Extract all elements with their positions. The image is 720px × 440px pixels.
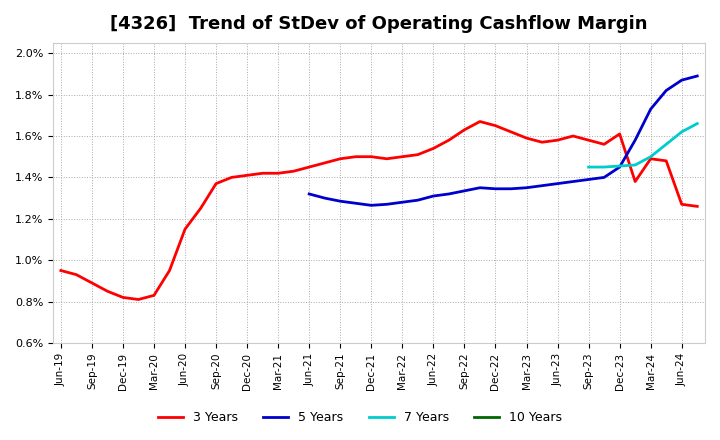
5 Years [662,88,670,93]
7 Years [616,163,624,169]
7 Years [678,129,686,135]
3 Years [693,204,701,209]
5 Years [367,203,376,208]
5 Years [569,179,577,184]
3 Years [631,179,639,184]
3 Years [274,171,282,176]
5 Years [678,77,686,83]
Legend: 3 Years, 5 Years, 7 Years, 10 Years: 3 Years, 5 Years, 7 Years, 10 Years [153,407,567,429]
3 Years [616,131,624,136]
3 Years [212,181,220,186]
3 Years [678,202,686,207]
5 Years [320,195,329,201]
3 Years [522,136,531,141]
5 Years [647,106,655,112]
5 Years [413,198,422,203]
7 Years [600,165,608,170]
3 Years [647,156,655,161]
3 Years [491,123,500,128]
3 Years [103,289,112,294]
5 Years [336,198,345,204]
3 Years [429,146,438,151]
5 Years [429,194,438,199]
3 Years [119,295,127,300]
5 Years [507,186,516,191]
3 Years [336,156,345,161]
5 Years [616,165,624,170]
3 Years [243,172,251,178]
7 Years [631,162,639,168]
3 Years [197,206,205,211]
7 Years [693,121,701,126]
3 Years [398,154,407,159]
5 Years [584,177,593,182]
3 Years [320,160,329,165]
5 Years [538,183,546,188]
Line: 3 Years: 3 Years [61,121,697,300]
3 Years [460,127,469,132]
3 Years [258,171,267,176]
3 Years [289,169,298,174]
3 Years [305,165,313,170]
Line: 7 Years: 7 Years [588,124,697,167]
3 Years [181,227,189,232]
3 Years [584,138,593,143]
3 Years [444,138,453,143]
5 Years [444,191,453,197]
3 Years [382,156,391,161]
5 Years [460,188,469,194]
5 Years [600,175,608,180]
7 Years [584,165,593,170]
3 Years [150,293,158,298]
3 Years [569,133,577,139]
3 Years [88,280,96,286]
5 Years [476,185,485,191]
5 Years [631,138,639,143]
3 Years [600,142,608,147]
5 Years [305,191,313,197]
5 Years [398,200,407,205]
5 Years [491,186,500,191]
3 Years [351,154,360,159]
3 Years [413,152,422,157]
3 Years [57,268,66,273]
5 Years [351,201,360,206]
3 Years [165,268,174,273]
3 Years [507,129,516,135]
7 Years [647,154,655,159]
3 Years [662,158,670,164]
Line: 5 Years: 5 Years [309,76,697,205]
5 Years [693,73,701,79]
7 Years [662,142,670,147]
5 Years [522,185,531,191]
5 Years [553,181,562,186]
3 Years [538,139,546,145]
Title: [4326]  Trend of StDev of Operating Cashflow Margin: [4326] Trend of StDev of Operating Cashf… [110,15,648,33]
5 Years [382,202,391,207]
3 Years [476,119,485,124]
3 Years [72,272,81,277]
3 Years [367,154,376,159]
3 Years [228,175,236,180]
3 Years [553,138,562,143]
3 Years [134,297,143,302]
